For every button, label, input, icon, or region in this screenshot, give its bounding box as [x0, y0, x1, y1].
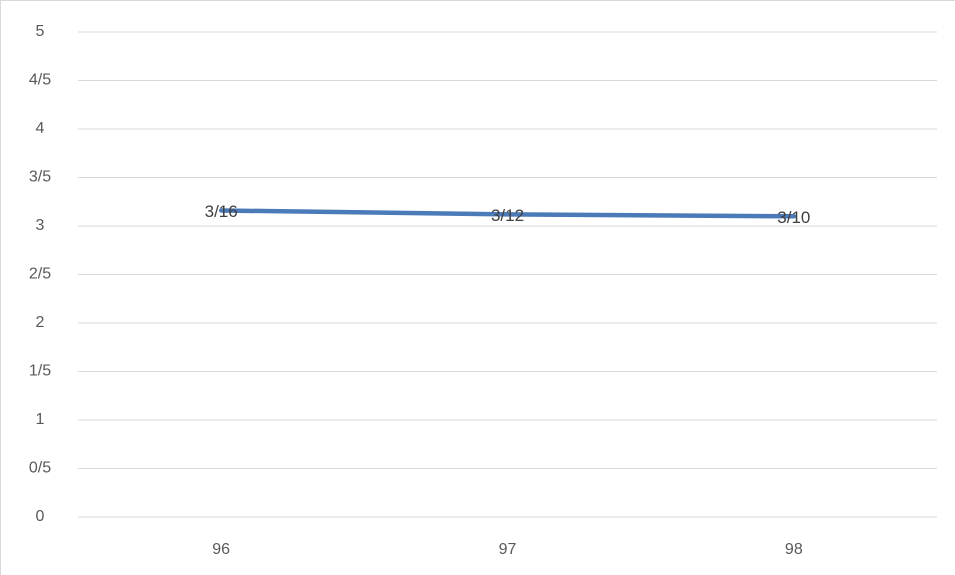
- data-label: 3/10: [777, 208, 810, 227]
- data-label: 3/12: [491, 206, 524, 225]
- x-tick-label: 96: [212, 541, 230, 558]
- y-tick-label: 0: [36, 508, 45, 525]
- y-tick-label: 1/5: [29, 363, 51, 380]
- data-label: 3/16: [205, 202, 238, 221]
- y-tick-label: 2/5: [29, 266, 51, 283]
- y-tick-label: 5: [36, 23, 45, 40]
- y-tick-label: 2: [36, 314, 45, 331]
- y-tick-label: 4/5: [29, 72, 51, 89]
- x-tick-label: 98: [785, 541, 803, 558]
- y-tick-label: 4: [36, 120, 45, 137]
- line: [218, 208, 797, 219]
- y-tick-label: 1: [36, 411, 45, 428]
- x-tick-label: 97: [499, 541, 517, 558]
- y-tick-label: 3/5: [29, 169, 51, 186]
- y-tick-label: 0/5: [29, 460, 51, 477]
- y-tick-label: 3: [36, 217, 45, 234]
